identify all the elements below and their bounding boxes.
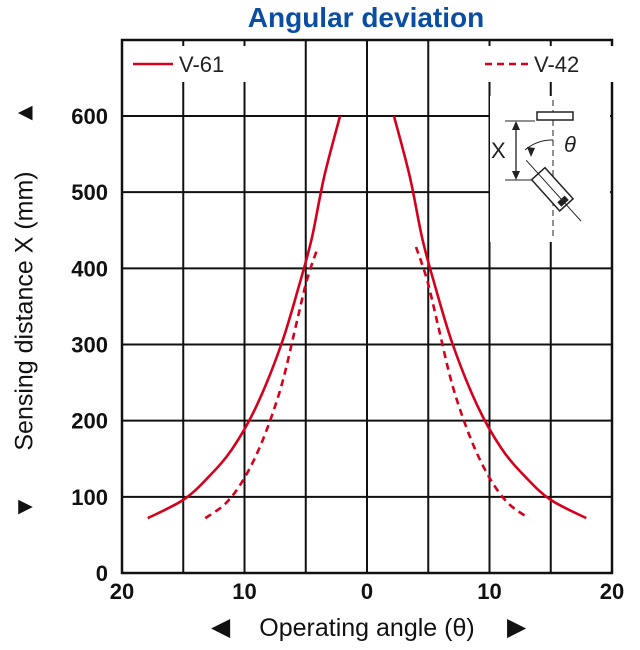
- y-tick-label: 200: [71, 409, 108, 434]
- series-line-v-61-left: [147, 115, 342, 520]
- inset-x-label: X: [491, 138, 506, 163]
- y-tick-label: 100: [71, 485, 108, 510]
- series-line-v-42-left: [204, 246, 320, 520]
- x-tick-labels: 20 10 0 10 20: [110, 579, 624, 604]
- inset-theta-label: θ: [564, 132, 576, 157]
- theta-arc: [524, 139, 554, 151]
- y-axis-title: ▼ Sensing distance X (mm) ▲: [11, 101, 39, 520]
- chart-title: Angular deviation: [248, 2, 484, 33]
- y-tick-label: 300: [71, 333, 108, 358]
- x-arrow-left: ◀: [211, 613, 231, 641]
- x-tick-label: 0: [361, 579, 373, 604]
- y-arrow-down: ▼: [11, 495, 39, 520]
- y-tick-label: 600: [71, 104, 108, 129]
- x-tick-label: 20: [110, 579, 134, 604]
- plot-frame: [120, 38, 614, 575]
- y-arrow-up: ▲: [11, 101, 39, 126]
- x-tick-label: 10: [477, 579, 501, 604]
- series-line-v-61-right: [392, 115, 587, 520]
- x-arrow-right: ▶: [507, 613, 527, 641]
- grid: [120, 38, 614, 575]
- series: [147, 115, 587, 520]
- x-axis-title: ◀ Operating angle (θ) ▶: [211, 613, 527, 642]
- y-tick-labels: 0 100 200 300 400 500 600: [71, 104, 108, 586]
- x-tick-label: 10: [232, 579, 256, 604]
- y-tick-label: 0: [96, 561, 108, 586]
- series-line-v-42-right: [414, 246, 530, 520]
- y-tick-label: 400: [71, 256, 108, 281]
- x-axis-label: Operating angle (θ): [259, 614, 474, 642]
- legend-label-v61: V-61: [179, 52, 224, 77]
- y-axis-label: Sensing distance X (mm): [11, 171, 39, 450]
- sensor-inset-diagram: X θ: [490, 96, 610, 242]
- target-plate: [536, 111, 574, 121]
- y-tick-label: 500: [71, 180, 108, 205]
- sensor-body: [525, 159, 582, 222]
- x-tick-label: 20: [600, 579, 624, 604]
- legend: V-61 V-42: [124, 46, 628, 82]
- legend-label-v42: V-42: [534, 52, 579, 77]
